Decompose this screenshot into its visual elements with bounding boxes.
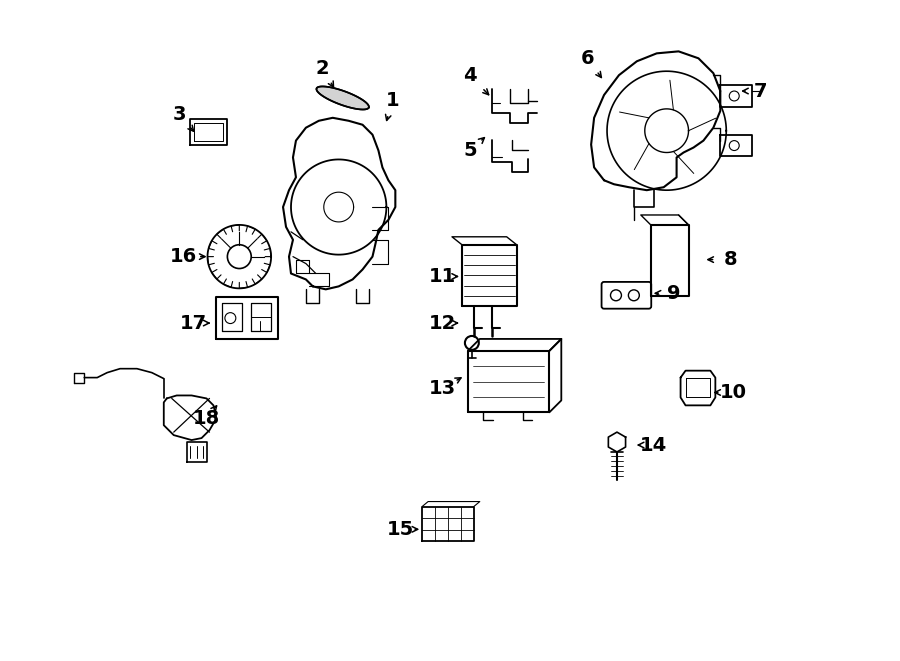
Text: 3: 3 [173, 105, 186, 124]
Text: 11: 11 [428, 267, 455, 286]
Text: 4: 4 [464, 65, 477, 85]
Text: 10: 10 [720, 383, 747, 402]
Text: 13: 13 [428, 379, 455, 398]
Polygon shape [317, 87, 369, 110]
Text: 1: 1 [385, 91, 400, 110]
Text: 18: 18 [193, 408, 220, 428]
Text: 8: 8 [724, 250, 737, 269]
Text: 6: 6 [580, 49, 594, 68]
Text: 5: 5 [464, 141, 477, 160]
Text: 15: 15 [387, 520, 414, 539]
Text: 17: 17 [180, 313, 207, 332]
Text: 2: 2 [316, 59, 329, 78]
Text: 9: 9 [667, 284, 680, 303]
Text: 16: 16 [170, 247, 197, 266]
Text: 7: 7 [753, 81, 767, 100]
Text: 12: 12 [428, 313, 455, 332]
Text: 14: 14 [640, 436, 668, 455]
